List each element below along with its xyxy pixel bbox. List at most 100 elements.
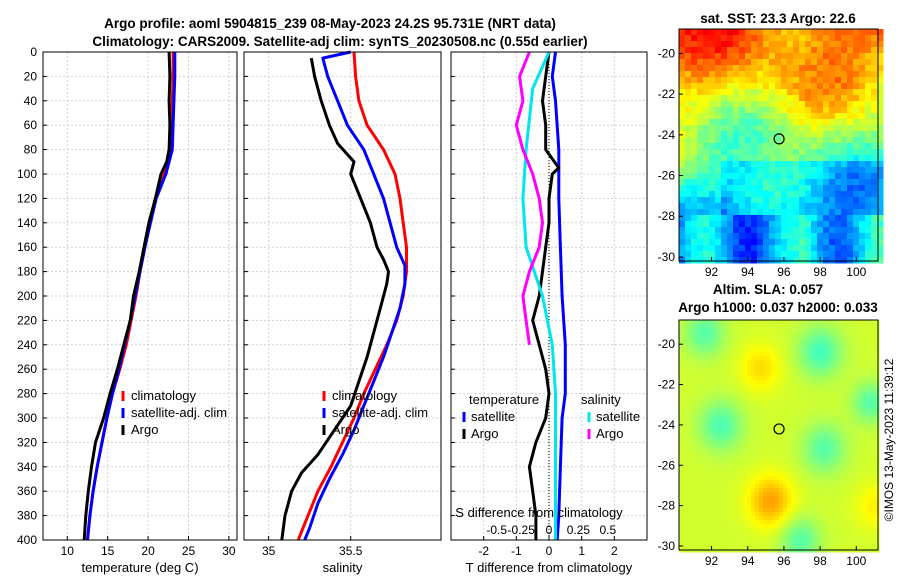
map-cell [679, 488, 684, 493]
map-cell [835, 332, 840, 337]
map-cell [807, 452, 812, 457]
map-cell [783, 352, 788, 357]
map-cell [867, 408, 872, 413]
map-cell [819, 324, 824, 329]
map-cell [787, 143, 794, 150]
map-cell [775, 536, 780, 541]
map-cell [703, 41, 710, 48]
map-cell [847, 344, 852, 349]
map-cell [719, 320, 724, 325]
map-cell [779, 364, 784, 369]
map-cell [699, 524, 704, 529]
map-cell [871, 372, 876, 377]
map-cell [709, 119, 716, 126]
map-cell [723, 500, 728, 505]
map-cell [803, 344, 808, 349]
map-cell [771, 336, 776, 341]
map-cell [723, 488, 728, 493]
map-cell [805, 215, 812, 222]
map-cell [745, 257, 752, 264]
map-cell [683, 368, 688, 373]
map-cell [829, 245, 836, 252]
map-cell [739, 504, 744, 509]
map-cell [867, 472, 872, 477]
map-cell [719, 392, 724, 397]
map-cell [721, 107, 728, 114]
map-cell [707, 320, 712, 325]
map-cell [823, 368, 828, 373]
map-cell [817, 221, 824, 228]
map-cell [751, 488, 756, 493]
map-cell [799, 328, 804, 333]
map-cell [835, 173, 842, 180]
map-cell [783, 520, 788, 525]
map-cell [871, 460, 876, 465]
map-cell [835, 420, 840, 425]
map-cell [739, 380, 744, 385]
map-cell [685, 101, 692, 108]
map-cell [803, 348, 808, 353]
map-cell [877, 29, 884, 36]
map-cell [771, 432, 776, 437]
map-cell [835, 107, 842, 114]
map-cell [875, 476, 880, 481]
map-cell [855, 428, 860, 433]
map-cell [875, 408, 880, 413]
map-cell [787, 496, 792, 501]
map-cell [811, 412, 816, 417]
map-cell [827, 524, 832, 529]
map-cell [767, 516, 772, 521]
map-cell [743, 340, 748, 345]
map-cell [767, 336, 772, 341]
map-cell [771, 472, 776, 477]
map-x-tick-label: 94 [741, 265, 755, 279]
map-cell [783, 388, 788, 393]
map-cell [811, 257, 818, 264]
map-cell [683, 420, 688, 425]
map-cell [769, 95, 776, 102]
map-cell [763, 480, 768, 485]
map-cell [799, 388, 804, 393]
map-cell [805, 143, 812, 150]
map-cell [731, 408, 736, 413]
map-cell [783, 516, 788, 521]
map-cell [685, 95, 692, 102]
map-cell [835, 101, 842, 108]
map-cell [733, 95, 740, 102]
map-cell [787, 173, 794, 180]
map-cell [735, 320, 740, 325]
map-cell [771, 368, 776, 373]
map-cell [757, 191, 764, 198]
map-cell [743, 540, 748, 545]
map-cell [759, 320, 764, 325]
map-cell [787, 464, 792, 469]
map-cell [859, 360, 864, 365]
map-cell [851, 520, 856, 525]
map-cell [811, 233, 818, 240]
map-cell [805, 149, 812, 156]
map-cell [683, 408, 688, 413]
map-cell [871, 209, 878, 216]
map-cell [739, 131, 746, 138]
map-cell [871, 416, 876, 421]
map-cell [815, 528, 820, 533]
map-cell [715, 436, 720, 441]
map-cell [823, 348, 828, 353]
map-cell [763, 392, 768, 397]
map-cell [739, 185, 746, 192]
map-cell [795, 388, 800, 393]
map-cell [699, 392, 704, 397]
map-cell [743, 420, 748, 425]
map-cell [811, 47, 818, 54]
map-cell [843, 368, 848, 373]
map-cell [751, 380, 756, 385]
map-cell [853, 59, 860, 66]
map-cell [799, 179, 806, 186]
map-cell [847, 360, 852, 365]
map-cell [793, 113, 800, 120]
map-cell [743, 356, 748, 361]
map-cell [871, 77, 878, 84]
map-cell [819, 380, 824, 385]
map-cell [679, 496, 684, 501]
map-cell [757, 119, 764, 126]
